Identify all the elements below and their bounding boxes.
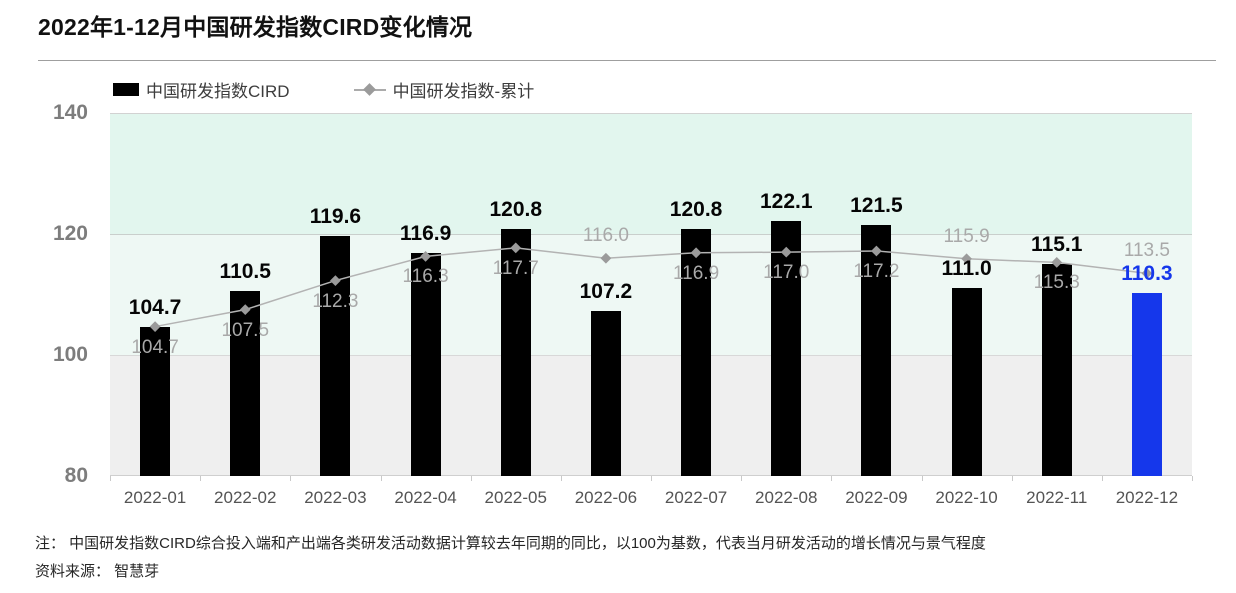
x-tick-label-2022-06: 2022-06 — [574, 488, 638, 507]
gridline-100 — [110, 355, 1192, 356]
y-tick-label: 120 — [52, 222, 88, 245]
bar-value-label: 119.6 — [309, 205, 362, 229]
x-tick-label-2022-12: 2022-12 — [1115, 488, 1179, 507]
bar-2022-07[interactable] — [681, 229, 712, 476]
bar-value-label: 104.7 — [128, 295, 182, 319]
y-tick-label: 100 — [52, 343, 88, 366]
page-title: 2022年1-12月中国研发指数CIRD变化情况 — [38, 14, 473, 40]
diamond-marker-2022-05[interactable] — [510, 242, 522, 254]
x-axis-tick — [110, 476, 111, 481]
diamond-marker-2022-07[interactable] — [690, 247, 702, 259]
x-tick-label-2022-05: 2022-05 — [484, 488, 547, 507]
diamond-marker-2022-09[interactable] — [871, 245, 882, 257]
line-series — [149, 242, 1153, 332]
footnote: 注： 中国研发指数CIRD综合投入端和产出端各类研发活动数据计算较去年同期的同比… — [35, 535, 986, 552]
bar-2022-02[interactable] — [230, 291, 261, 476]
y-tick-label: 140 — [52, 101, 88, 124]
line-value-label: 116.0 — [582, 225, 629, 247]
bar-value-label: 120.8 — [489, 198, 543, 222]
x-axis-tick — [380, 476, 382, 481]
x-axis-tick — [1192, 476, 1193, 481]
gridline-120 — [110, 233, 1192, 235]
legend-line-label: 中国研发指数-累计 — [392, 82, 535, 101]
bar-series-swatch-icon — [113, 83, 139, 96]
band-80-100 — [110, 355, 1192, 476]
line-value-label: 112.3 — [312, 290, 359, 312]
diamond-marker-2022-11[interactable] — [1051, 257, 1063, 268]
diamond-marker-2022-02[interactable] — [239, 304, 251, 315]
x-axis-tick — [1011, 476, 1013, 481]
bar-2022-04[interactable] — [410, 252, 441, 476]
x-tick-label-2022-03: 2022-03 — [304, 488, 367, 507]
bar-value-label: 110.3 — [1121, 261, 1173, 285]
bar-2022-12[interactable] — [1131, 292, 1162, 476]
x-tick-label-2022-08: 2022-08 — [755, 488, 818, 507]
y-tick-label: 80 — [64, 464, 88, 487]
x-axis-tick — [290, 476, 292, 481]
line-series-swatch-icon — [353, 83, 386, 96]
diamond-marker-2022-06[interactable] — [600, 252, 612, 264]
bar-2022-09[interactable] — [861, 224, 892, 476]
line-value-label: 104.7 — [131, 336, 179, 358]
data-source: 资料来源： 智慧芽 — [35, 563, 160, 580]
bar-value-label: 111.0 — [941, 257, 992, 281]
x-axis-tick — [200, 476, 202, 481]
line-value-label: 117.0 — [763, 262, 810, 284]
legend: 中国研发指数CIRD 中国研发指数-累计 — [113, 77, 534, 102]
x-tick-label-2022-07: 2022-07 — [664, 488, 728, 507]
legend-bar-label: 中国研发指数CIRD — [146, 82, 290, 101]
line-value-label: 115.3 — [1033, 272, 1080, 294]
x-axis-tick — [921, 476, 923, 481]
x-axis-tick — [560, 476, 562, 481]
bar-2022-01[interactable] — [140, 326, 171, 476]
diamond-marker-2022-12[interactable] — [1141, 267, 1153, 279]
bar-value-label: 115.1 — [1031, 232, 1083, 256]
band-120-140 — [110, 113, 1192, 234]
x-tick-label-2022-04: 2022-04 — [394, 488, 457, 507]
bar-value-label: 121.5 — [850, 193, 903, 217]
x-axis-tick — [651, 476, 652, 481]
legend-item-line-series[interactable]: 中国研发指数-累计 — [353, 77, 535, 102]
diamond-marker-2022-03[interactable] — [330, 275, 341, 286]
bar-2022-10[interactable] — [951, 288, 982, 476]
gridline-140 — [110, 113, 1192, 114]
x-axis-tick — [1101, 476, 1103, 481]
x-tick-label-2022-10: 2022-10 — [935, 488, 998, 507]
bar-value-label: 116.9 — [399, 221, 452, 245]
line-value-label: 117.7 — [492, 257, 539, 279]
line-value-label: 113.5 — [1123, 240, 1170, 262]
x-axis-tick — [470, 476, 472, 481]
cumulative-line — [154, 247, 1148, 328]
line-value-label: 107.5 — [221, 319, 270, 341]
diamond-marker-2022-01[interactable] — [149, 321, 161, 332]
plot-area: 104.7 107.5 112.3 116.3 117.7 116.0 116.9 117.0… — [110, 113, 1192, 476]
title-divider — [38, 60, 1216, 61]
x-tick-label-2022-11: 2022-11 — [1026, 488, 1088, 507]
bar-value-label: 120.8 — [669, 198, 723, 222]
x-axis-line — [110, 475, 1192, 476]
x-axis-tick — [831, 476, 833, 481]
x-tick-label-2022-01: 2022-01 — [123, 488, 187, 507]
bar-2022-11[interactable] — [1041, 263, 1072, 476]
x-tick-label-2022-09: 2022-09 — [845, 488, 908, 507]
line-value-label: 117.2 — [853, 260, 900, 282]
line-value-label: 115.9 — [943, 225, 990, 247]
line-value-label: 116.9 — [673, 262, 720, 284]
bar-value-label: 107.2 — [579, 280, 633, 304]
bar-2022-08[interactable] — [771, 221, 802, 476]
legend-item-bar-series[interactable]: 中国研发指数CIRD — [113, 77, 290, 102]
line-value-label: 116.3 — [402, 266, 449, 288]
x-axis-tick — [741, 476, 743, 481]
x-tick-label-2022-02: 2022-02 — [214, 488, 277, 507]
bar-value-label: 110.5 — [219, 260, 271, 284]
bar-2022-06[interactable] — [590, 311, 621, 476]
bar-value-label: 122.1 — [759, 190, 813, 214]
diamond-marker-2022-04[interactable] — [420, 251, 431, 262]
bar-2022-05[interactable] — [500, 229, 531, 476]
diamond-marker-2022-08[interactable] — [780, 246, 792, 258]
